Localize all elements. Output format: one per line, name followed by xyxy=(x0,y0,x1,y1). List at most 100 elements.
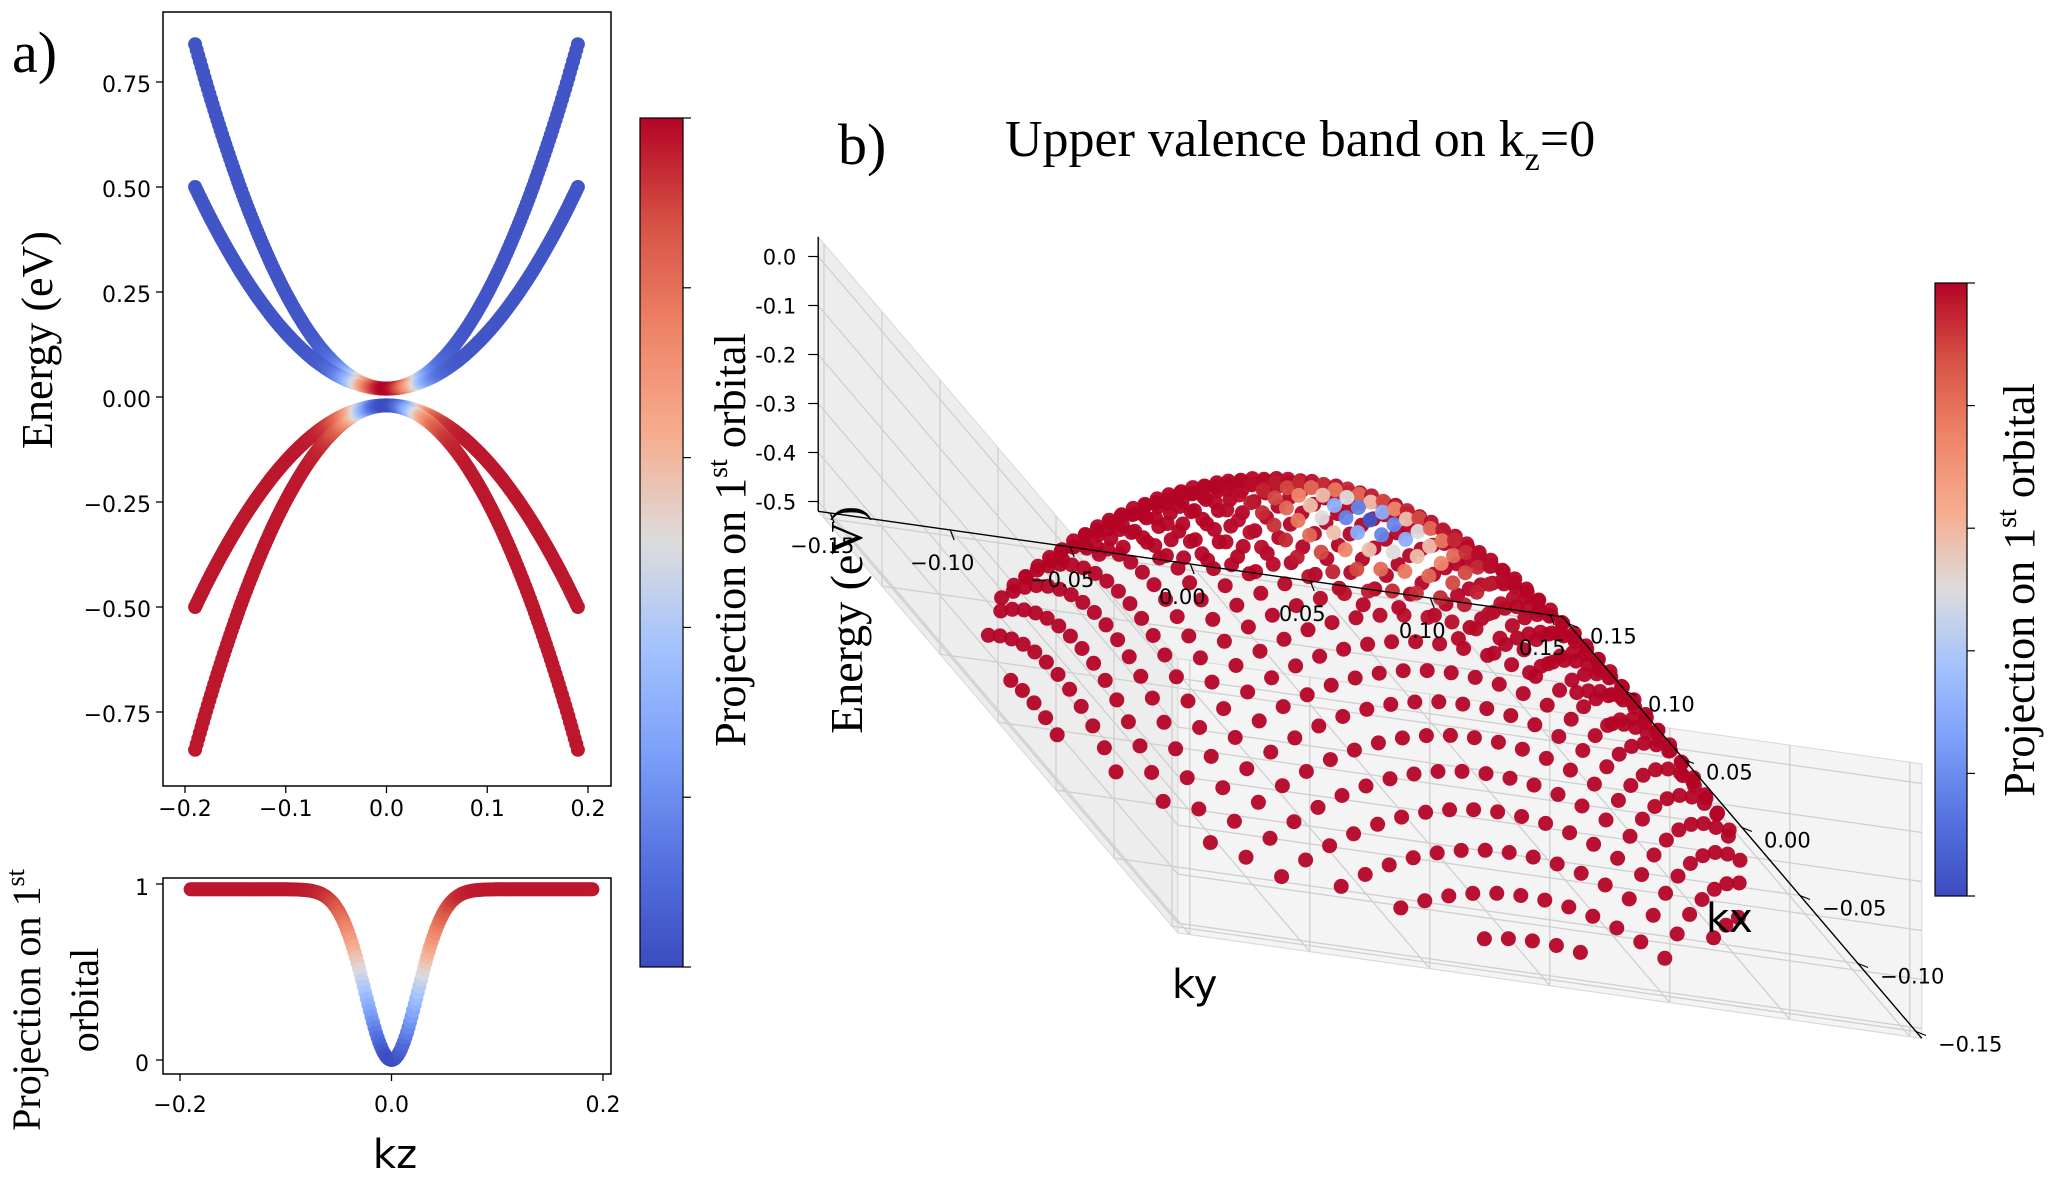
surface-point xyxy=(1600,717,1616,733)
surface-point xyxy=(1148,510,1164,526)
surface-point xyxy=(1336,641,1352,657)
surface-point xyxy=(1518,590,1534,605)
surface-point xyxy=(1324,615,1340,631)
surface-point xyxy=(1540,656,1556,672)
surface-point xyxy=(1228,658,1244,673)
projection-y-axis-label: Projection on 1st orbital xyxy=(1,868,107,1131)
surface-point xyxy=(1219,502,1235,518)
surface-point xyxy=(1590,653,1606,669)
surface-point xyxy=(994,590,1010,606)
surface-point xyxy=(1170,560,1186,576)
surface-point xyxy=(1457,565,1473,581)
band-series-conduction-lower xyxy=(188,180,585,396)
surface-point xyxy=(1040,578,1056,594)
surface-point xyxy=(1254,505,1270,521)
surface-point xyxy=(1063,587,1079,603)
projection-y-tick-label: 1 xyxy=(135,876,149,901)
surface-point xyxy=(1432,636,1448,652)
surface-point xyxy=(1548,938,1564,953)
surface-point xyxy=(1610,850,1626,866)
projection-point xyxy=(585,882,600,897)
ky-tick-mark xyxy=(1309,580,1315,592)
surface-point xyxy=(1288,598,1304,614)
surface-point xyxy=(1500,931,1516,947)
surface-point xyxy=(1658,885,1674,901)
surface-point xyxy=(1074,641,1090,656)
wall-grid-line xyxy=(1177,824,1922,932)
surface-point xyxy=(1504,618,1520,634)
surface-point xyxy=(1645,907,1661,923)
surface-point xyxy=(1216,701,1232,717)
ky-tick-label: 0.00 xyxy=(1159,585,1206,609)
projection-marks xyxy=(183,882,600,1067)
colorbar-b-gradient xyxy=(1934,282,1968,897)
surface-point xyxy=(1052,581,1068,597)
surface-point xyxy=(1565,645,1581,661)
surface-point xyxy=(1494,573,1510,589)
surface-point xyxy=(1287,730,1303,746)
surface-point xyxy=(1707,845,1723,860)
z-tick-label: 0.0 xyxy=(763,246,796,270)
surface-point xyxy=(1227,730,1243,745)
surface-point xyxy=(1394,730,1410,746)
surface-point xyxy=(1489,885,1505,901)
surface-point xyxy=(1195,511,1211,527)
colorbar-b-label: Projection on 1st orbital xyxy=(1992,383,2044,796)
surface-point xyxy=(1300,622,1316,638)
surface-point xyxy=(1660,761,1676,777)
surface-point xyxy=(1363,494,1379,510)
surface-point xyxy=(1357,867,1373,882)
surface-point xyxy=(1172,485,1188,501)
surface-point xyxy=(1513,888,1529,903)
surface-point xyxy=(1670,868,1686,884)
surface-point xyxy=(1124,525,1140,540)
wall-grid-line xyxy=(817,501,1179,924)
surface-point xyxy=(1673,754,1689,770)
surface-point xyxy=(1646,847,1662,863)
surface-point xyxy=(1206,561,1222,577)
surface-point xyxy=(1682,906,1698,922)
surface-point xyxy=(1085,718,1101,734)
surface-point xyxy=(1311,718,1327,734)
kx-tick-mark xyxy=(1625,690,1637,697)
surface-point xyxy=(1226,813,1242,829)
surface-point xyxy=(1649,724,1665,740)
surface-point xyxy=(1382,771,1398,787)
projection-y-tick-label: 0 xyxy=(135,1052,149,1077)
surface-point xyxy=(1458,544,1474,560)
surface-point xyxy=(1541,626,1557,642)
surface-point xyxy=(1322,838,1338,854)
surface-point xyxy=(1477,842,1493,858)
surface-point xyxy=(1405,850,1421,866)
surface-point xyxy=(1168,741,1184,757)
surface-point xyxy=(1192,650,1208,666)
surface-point xyxy=(1601,670,1617,686)
surface-point xyxy=(1218,534,1234,550)
surface-point xyxy=(1254,539,1270,555)
band-x-tick-label: 0.1 xyxy=(470,797,505,822)
panel-a-label: a) xyxy=(12,20,57,85)
surface-point xyxy=(1336,586,1352,602)
surface-point xyxy=(1077,527,1093,542)
surface-point xyxy=(1634,811,1650,827)
projection-plot: −0.2 0.0 0.2 10 kz Projection on 1st orbit… xyxy=(1,868,621,1178)
surface-point xyxy=(1240,619,1256,635)
surface-point xyxy=(1076,560,1092,576)
colorbar-b-ticks xyxy=(1967,282,1975,897)
surface-point xyxy=(1684,789,1700,805)
surface-point xyxy=(1113,508,1129,524)
surface-point xyxy=(1503,708,1519,724)
surface-point xyxy=(1469,584,1485,600)
band-y-ticks: 0.75 0.50 0.25 0.00 −0.25 −0.50 −0.75 xyxy=(84,73,163,728)
surface-point xyxy=(1135,530,1151,546)
surface-point xyxy=(1633,934,1649,950)
surface-point xyxy=(1351,486,1367,502)
surface-point xyxy=(1434,533,1450,549)
wall-grid-line xyxy=(817,452,1179,875)
surface-point xyxy=(1266,517,1282,533)
surface-point xyxy=(1049,727,1065,743)
surface-point xyxy=(1075,594,1091,610)
projection-plot-frame xyxy=(162,877,612,1075)
surface-point xyxy=(1538,750,1554,766)
surface-point xyxy=(1610,792,1626,808)
